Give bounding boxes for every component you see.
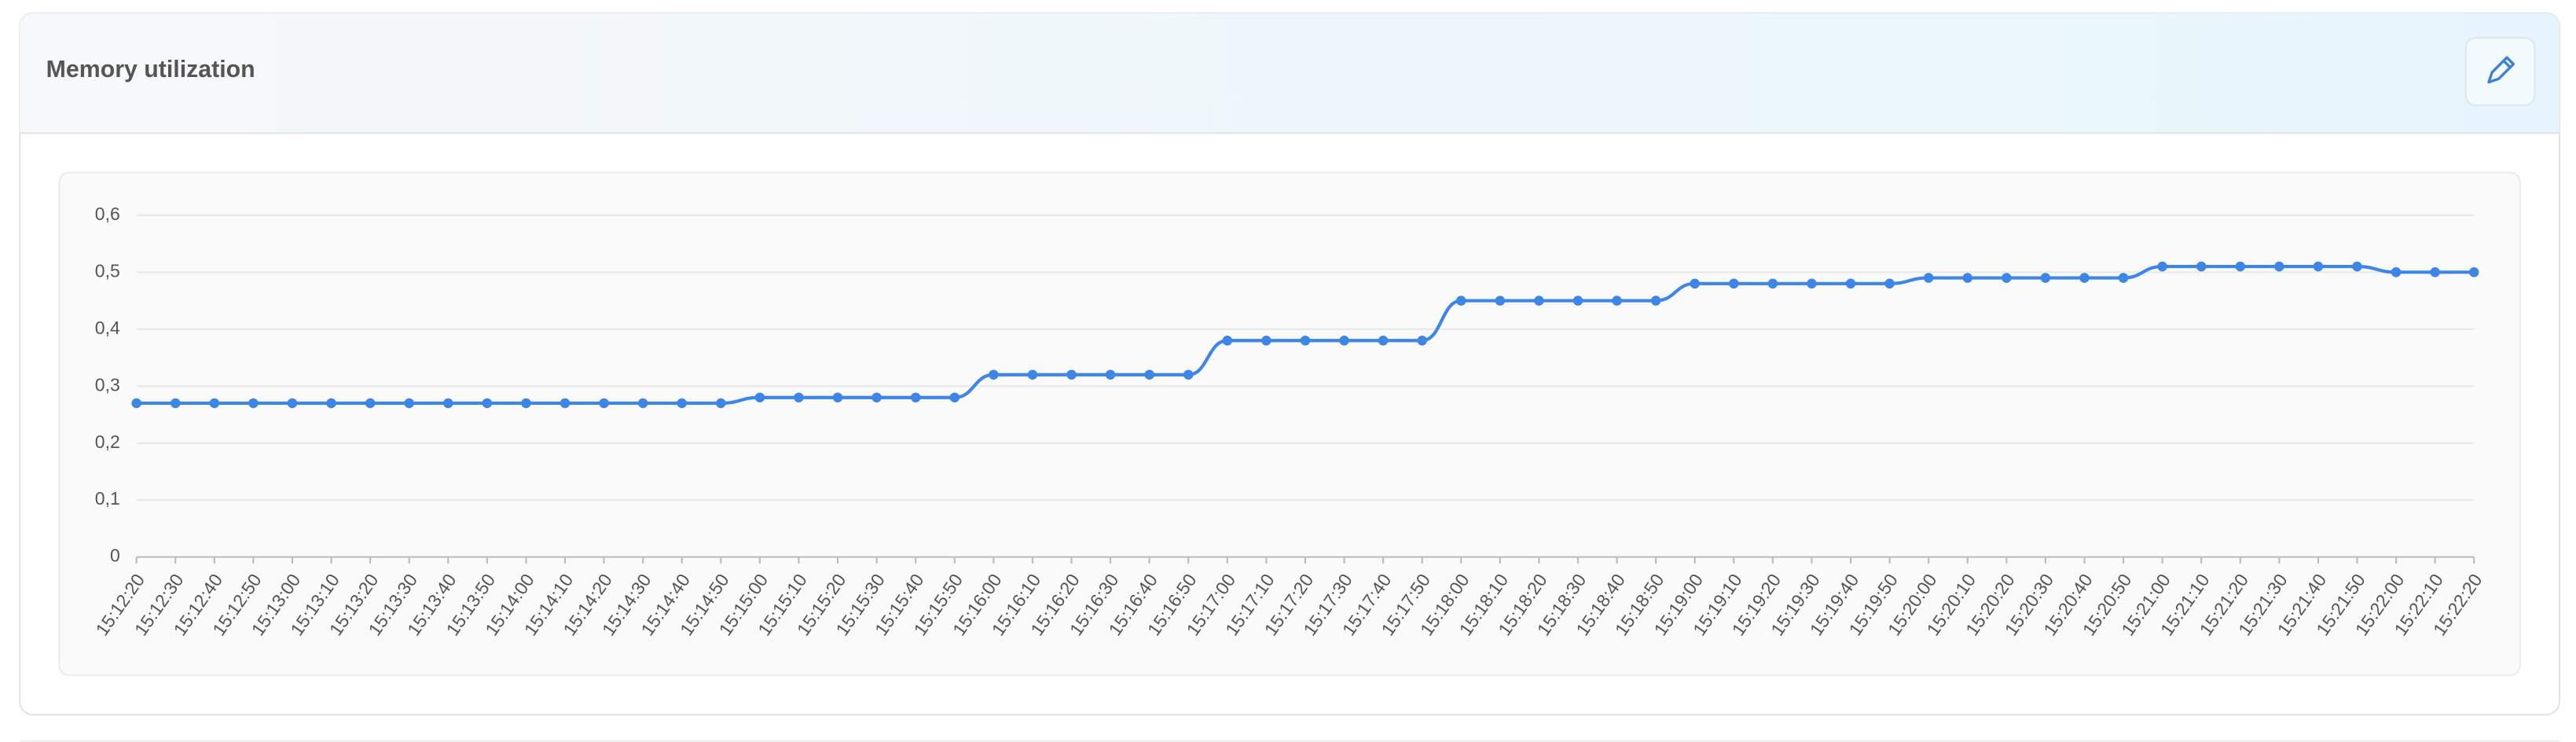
data-point bbox=[2313, 261, 2324, 272]
data-point bbox=[794, 392, 804, 402]
data-point bbox=[2196, 261, 2207, 272]
data-point bbox=[1066, 369, 1077, 380]
y-tick-label: 0,2 bbox=[95, 432, 120, 452]
y-tick-label: 0,3 bbox=[95, 374, 120, 395]
card-title: Memory utilization bbox=[46, 57, 255, 83]
data-point bbox=[2430, 267, 2440, 277]
edit-button[interactable] bbox=[2464, 37, 2536, 106]
data-point bbox=[404, 398, 414, 409]
y-tick-label: 0,1 bbox=[95, 488, 120, 509]
data-point bbox=[1027, 369, 1038, 380]
data-point bbox=[910, 392, 921, 402]
data-point bbox=[1612, 296, 1622, 306]
data-point bbox=[1300, 335, 1311, 346]
data-point bbox=[1417, 335, 1427, 346]
y-tick-label: 0,6 bbox=[95, 204, 120, 224]
data-point bbox=[1222, 335, 1233, 346]
data-point bbox=[2157, 261, 2167, 272]
data-point bbox=[131, 398, 141, 409]
data-point bbox=[989, 369, 999, 380]
data-point bbox=[677, 398, 688, 409]
chart-panel bbox=[58, 171, 2521, 677]
data-point bbox=[2002, 273, 2012, 283]
data-point bbox=[2118, 273, 2129, 283]
data-point bbox=[248, 398, 259, 409]
data-point bbox=[1105, 369, 1116, 380]
data-point bbox=[170, 398, 181, 409]
data-point bbox=[1183, 369, 1194, 380]
data-point bbox=[2274, 261, 2284, 272]
data-point bbox=[599, 398, 609, 409]
data-point bbox=[287, 398, 298, 409]
data-point bbox=[365, 398, 376, 409]
data-point bbox=[1339, 335, 1349, 346]
data-point bbox=[1572, 296, 1583, 306]
data-point bbox=[1534, 296, 1544, 306]
data-point bbox=[209, 398, 220, 409]
data-point bbox=[2468, 267, 2479, 277]
data-point bbox=[1807, 278, 1817, 289]
data-point bbox=[521, 398, 531, 409]
data-point bbox=[560, 398, 571, 409]
data-point bbox=[326, 398, 336, 409]
data-point bbox=[949, 392, 960, 402]
data-point bbox=[443, 398, 453, 409]
data-point bbox=[1845, 278, 1856, 289]
data-point bbox=[2040, 273, 2051, 283]
data-point bbox=[1767, 278, 1778, 289]
data-point bbox=[716, 398, 726, 409]
y-tick-label: 0,4 bbox=[95, 318, 120, 338]
data-point bbox=[1378, 335, 1389, 346]
data-point bbox=[2391, 267, 2402, 277]
data-point bbox=[754, 392, 765, 402]
data-point bbox=[1884, 278, 1895, 289]
data-point bbox=[832, 392, 843, 402]
data-point bbox=[2352, 261, 2362, 272]
data-point bbox=[1455, 296, 1466, 306]
data-point bbox=[1923, 273, 1934, 283]
data-point bbox=[2079, 273, 2090, 283]
data-point bbox=[1650, 296, 1661, 306]
card-header bbox=[20, 13, 2559, 134]
data-point bbox=[872, 392, 882, 402]
data-point bbox=[1495, 296, 1506, 306]
data-point bbox=[1261, 335, 1271, 346]
y-tick-label: 0,5 bbox=[95, 260, 120, 281]
data-point bbox=[482, 398, 493, 409]
y-tick-label: 0 bbox=[110, 545, 120, 566]
data-point bbox=[1144, 369, 1154, 380]
data-point bbox=[1962, 273, 1973, 283]
data-point bbox=[637, 398, 648, 409]
data-point bbox=[2235, 261, 2246, 272]
data-point bbox=[1690, 278, 1700, 289]
data-point bbox=[1729, 278, 1739, 289]
